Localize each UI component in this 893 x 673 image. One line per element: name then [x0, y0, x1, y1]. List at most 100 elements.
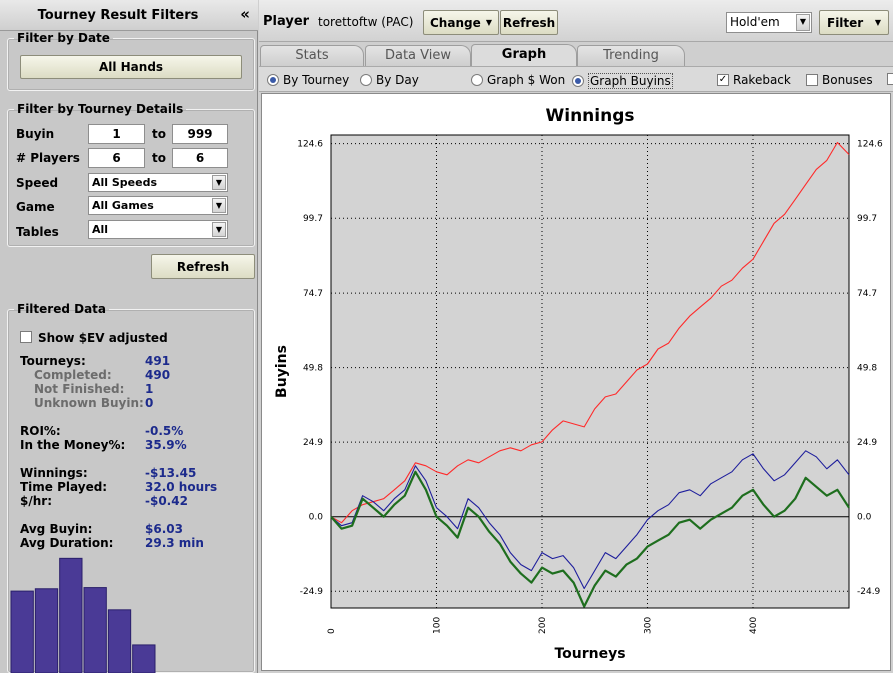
- by-tourney-radio[interactable]: [267, 74, 279, 86]
- chevron-down-icon[interactable]: ▼: [796, 14, 810, 31]
- roi-label: ROI%:: [20, 424, 61, 438]
- rakeback-label: Rakeback: [733, 73, 791, 87]
- player-label: Player: [263, 14, 310, 29]
- buyin-to-input[interactable]: 999: [172, 124, 228, 144]
- refresh-filters-button[interactable]: Refresh: [151, 254, 255, 279]
- tab-trending[interactable]: Trending: [577, 45, 685, 67]
- player-toolbar: Player torettoftw (PAC) Change ▼ Refresh…: [259, 0, 893, 42]
- x-axis-label: Tourneys: [554, 646, 625, 662]
- chevron-down-icon: ▼: [874, 18, 881, 27]
- filter-by-details-legend: Filter by Tourney Details: [17, 102, 184, 116]
- bonuses-label: Bonuses: [822, 73, 873, 87]
- chevron-down-icon[interactable]: ▼: [212, 175, 226, 190]
- filter-button-label: Filter: [827, 15, 864, 30]
- show-ev-label: Show $EV adjusted: [38, 331, 168, 345]
- graph-buyins-radio[interactable]: [572, 75, 584, 87]
- bonuses-option[interactable]: Bonuses: [806, 73, 873, 87]
- chevron-down-icon: ▼: [485, 18, 492, 27]
- histogram-bar: [107, 609, 132, 673]
- all-hands-button[interactable]: All Hands: [20, 55, 242, 79]
- tables-select[interactable]: All ▼: [88, 220, 228, 239]
- graph-buyins-option[interactable]: Graph Buyins: [572, 73, 673, 89]
- x-tick-label: 300: [643, 617, 653, 634]
- y-tick-label-left: 99.7: [303, 214, 323, 224]
- change-player-button[interactable]: Change ▼: [423, 10, 499, 35]
- players-to-label: to: [152, 151, 166, 165]
- histogram-bar: [83, 587, 107, 673]
- tourneys-value: 491: [145, 354, 171, 368]
- by-tourney-option[interactable]: By Tourney: [267, 73, 349, 87]
- by-day-radio[interactable]: [360, 74, 372, 86]
- tables-select-value: All: [92, 223, 109, 236]
- histogram-bar: [34, 588, 59, 673]
- tab-graph[interactable]: Graph: [471, 44, 577, 67]
- speed-label: Speed: [16, 176, 59, 190]
- chevron-down-icon[interactable]: ▼: [212, 222, 226, 237]
- players-to-input[interactable]: 6: [172, 148, 228, 168]
- refresh-player-button[interactable]: Refresh: [500, 10, 558, 35]
- game-select-value: All Games: [92, 199, 154, 212]
- tab-stats[interactable]: Stats: [260, 45, 364, 67]
- histogram-bar: [132, 644, 156, 673]
- by-day-option[interactable]: By Day: [360, 73, 419, 87]
- chevron-down-icon[interactable]: ▼: [212, 198, 226, 213]
- players-from-input[interactable]: 6: [88, 148, 145, 168]
- view-tabs: Stats Data View Graph Trending: [259, 42, 893, 67]
- unknown-buyin-label: Unknown Buyin:: [34, 396, 144, 410]
- game-type-select[interactable]: Hold'em ▼: [726, 12, 812, 33]
- filters-panel-title: Tourney Result Filters: [37, 8, 199, 23]
- avg-buyin-value: $6.03: [145, 522, 183, 536]
- rakeback-checkbox[interactable]: ✓: [717, 74, 729, 86]
- roi-value: -0.5%: [145, 424, 184, 438]
- buyin-to-label: to: [152, 127, 166, 141]
- graph-won-option[interactable]: Graph $ Won: [471, 73, 565, 87]
- filtered-data-legend: Filtered Data: [17, 302, 107, 316]
- x-tick-label: 400: [749, 617, 759, 634]
- filter-button[interactable]: Filter ▼: [819, 10, 889, 35]
- y-tick-label-right: 74.7: [857, 289, 877, 299]
- x-tick-label: 100: [432, 617, 442, 634]
- filter-by-tourney-details-group: Filter by Tourney Details: [7, 102, 255, 247]
- game-type-value: Hold'em: [730, 15, 780, 29]
- x-tick-label: 0: [327, 628, 337, 634]
- y-tick-label-right: 124.6: [857, 140, 883, 150]
- bonuses-checkbox[interactable]: [806, 74, 818, 86]
- extra-option-checkbox[interactable]: [887, 73, 893, 85]
- tourneys-label: Tourneys:: [20, 354, 86, 368]
- itm-label: In the Money%:: [20, 438, 126, 452]
- x-tick-label: 200: [538, 617, 548, 634]
- y-tick-label-right: 49.8: [857, 364, 877, 374]
- winnings-chart: -24.9 -24.9 0.0 0.0 24.9 24.9 49.8 49.8 74.7 74.7…: [274, 106, 883, 662]
- avg-buyin-label: Avg Buyin:: [20, 522, 93, 536]
- not-finished-label: Not Finished:: [34, 382, 125, 396]
- by-day-label: By Day: [376, 73, 419, 87]
- y-tick-label-left: -24.9: [300, 587, 324, 597]
- completed-value: 490: [145, 368, 171, 382]
- winnings-value: -$13.45: [145, 466, 197, 480]
- y-axis-label: Buyins: [274, 345, 290, 398]
- buyin-from-input[interactable]: 1: [88, 124, 145, 144]
- y-tick-label-right: 0.0: [857, 513, 872, 523]
- speed-select[interactable]: All Speeds ▼: [88, 173, 228, 192]
- not-finished-value: 1: [145, 382, 154, 396]
- rakeback-option[interactable]: ✓ Rakeback: [717, 73, 791, 87]
- y-tick-label-left: 49.8: [303, 364, 323, 374]
- filter-by-date-group: Filter by Date: [7, 31, 255, 91]
- winnings-label: Winnings:: [20, 466, 88, 480]
- speed-select-value: All Speeds: [92, 176, 158, 189]
- buyin-label: Buyin: [16, 127, 55, 141]
- players-label: # Players: [16, 151, 80, 165]
- y-tick-label-right: -24.9: [857, 587, 881, 597]
- y-tick-label-right: 24.9: [857, 438, 877, 448]
- y-tick-label-left: 0.0: [309, 513, 324, 523]
- player-name: torettoftw (PAC): [318, 15, 414, 29]
- game-select[interactable]: All Games ▼: [88, 196, 228, 215]
- collapse-panel-icon[interactable]: «: [240, 5, 250, 23]
- time-played-value: 32.0 hours: [145, 480, 218, 494]
- plot-area: [330, 134, 850, 609]
- graph-won-radio[interactable]: [471, 74, 483, 86]
- graph-options-bar: By Tourney By Day Graph $ Won Graph Buyi…: [259, 66, 893, 92]
- tab-data-view[interactable]: Data View: [365, 45, 471, 67]
- show-ev-checkbox[interactable]: [20, 331, 32, 343]
- y-tick-label-right: 99.7: [857, 214, 877, 224]
